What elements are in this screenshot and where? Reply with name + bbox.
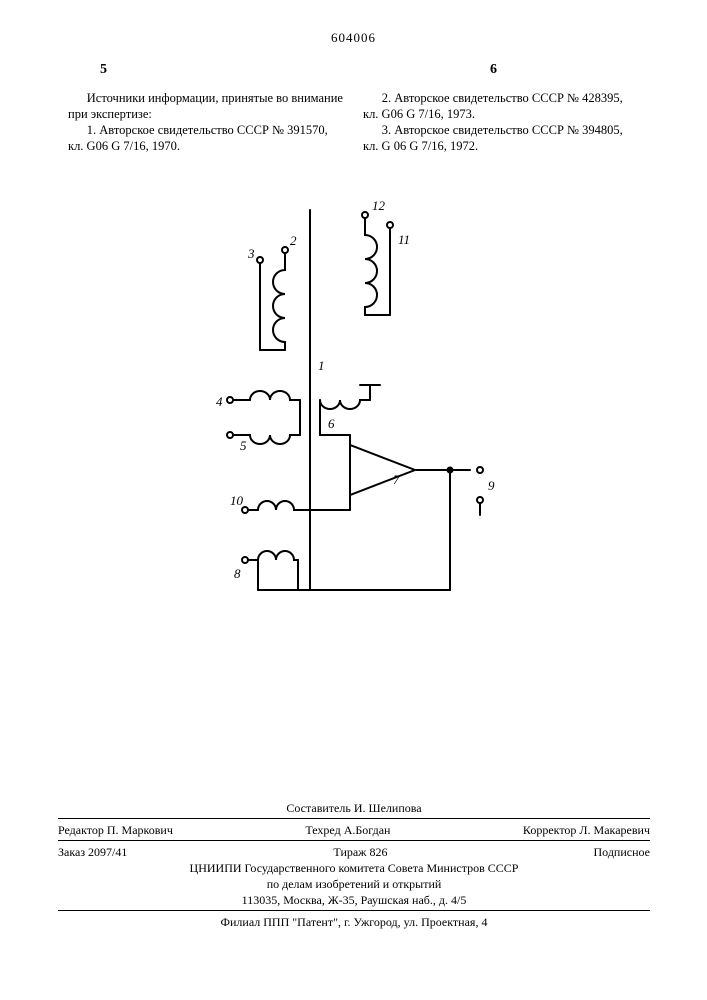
org-address: 113035, Москва, Ж-35, Раушская наб., д. … (58, 892, 650, 908)
svg-text:12: 12 (372, 198, 386, 213)
left-column: Источники информации, принятые во вниман… (68, 90, 345, 154)
circuit-diagram: 1 2 3 4 5 6 7 8 9 10 11 12 (150, 190, 530, 630)
rule-mid (58, 840, 650, 841)
refs-intro: Источники информации, принятые во вниман… (68, 90, 345, 122)
svg-text:4: 4 (216, 394, 223, 409)
editor: Редактор П. Маркович (58, 822, 173, 838)
right-column: 2. Авторское свидетельство СССР № 428395… (363, 90, 640, 154)
rule-bottom (58, 910, 650, 911)
svg-text:6: 6 (328, 416, 335, 431)
org-line-2: по делам изобретений и открытий (58, 876, 650, 892)
org-line-1: ЦНИИПИ Государственного комитета Совета … (58, 860, 650, 876)
svg-text:10: 10 (230, 493, 244, 508)
corrector: Корректор Л. Макаревич (523, 822, 650, 838)
svg-text:11: 11 (398, 232, 410, 247)
ref-2: 2. Авторское свидетельство СССР № 428395… (363, 90, 640, 122)
ref-1: 1. Авторское свидетельство СССР № 391570… (68, 122, 345, 154)
tirage: Тираж 826 (333, 844, 387, 860)
credits-line-compiler: Составитель И. Шелипова (58, 800, 650, 816)
svg-text:8: 8 (234, 566, 241, 581)
svg-text:9: 9 (488, 478, 495, 493)
compiler-label: Составитель (286, 801, 350, 815)
ref-3: 3. Авторское свидетельство СССР № 394805… (363, 122, 640, 154)
compiler-name: И. Шелипова (354, 801, 422, 815)
tech: Техред А.Богдан (305, 822, 390, 838)
column-number-right: 6 (490, 62, 497, 78)
order-number: Заказ 2097/41 (58, 844, 127, 860)
branch-line: Филиал ППП "Патент", г. Ужгород, ул. Про… (58, 914, 650, 930)
svg-text:5: 5 (240, 438, 247, 453)
subscription: Подписное (594, 844, 651, 860)
svg-text:2: 2 (290, 233, 297, 248)
column-number-left: 5 (100, 62, 107, 78)
document-number: 604006 (0, 30, 707, 46)
svg-text:3: 3 (247, 246, 255, 261)
reference-text-block: Источники информации, принятые во вниман… (68, 90, 640, 154)
credits-line-roles: Редактор П. Маркович Техред А.Богдан Кор… (58, 822, 650, 838)
svg-text:1: 1 (318, 358, 325, 373)
credits-line-order: Заказ 2097/41 Тираж 826 Подписное (58, 844, 650, 860)
rule-top (58, 818, 650, 819)
svg-text:7: 7 (393, 472, 400, 487)
